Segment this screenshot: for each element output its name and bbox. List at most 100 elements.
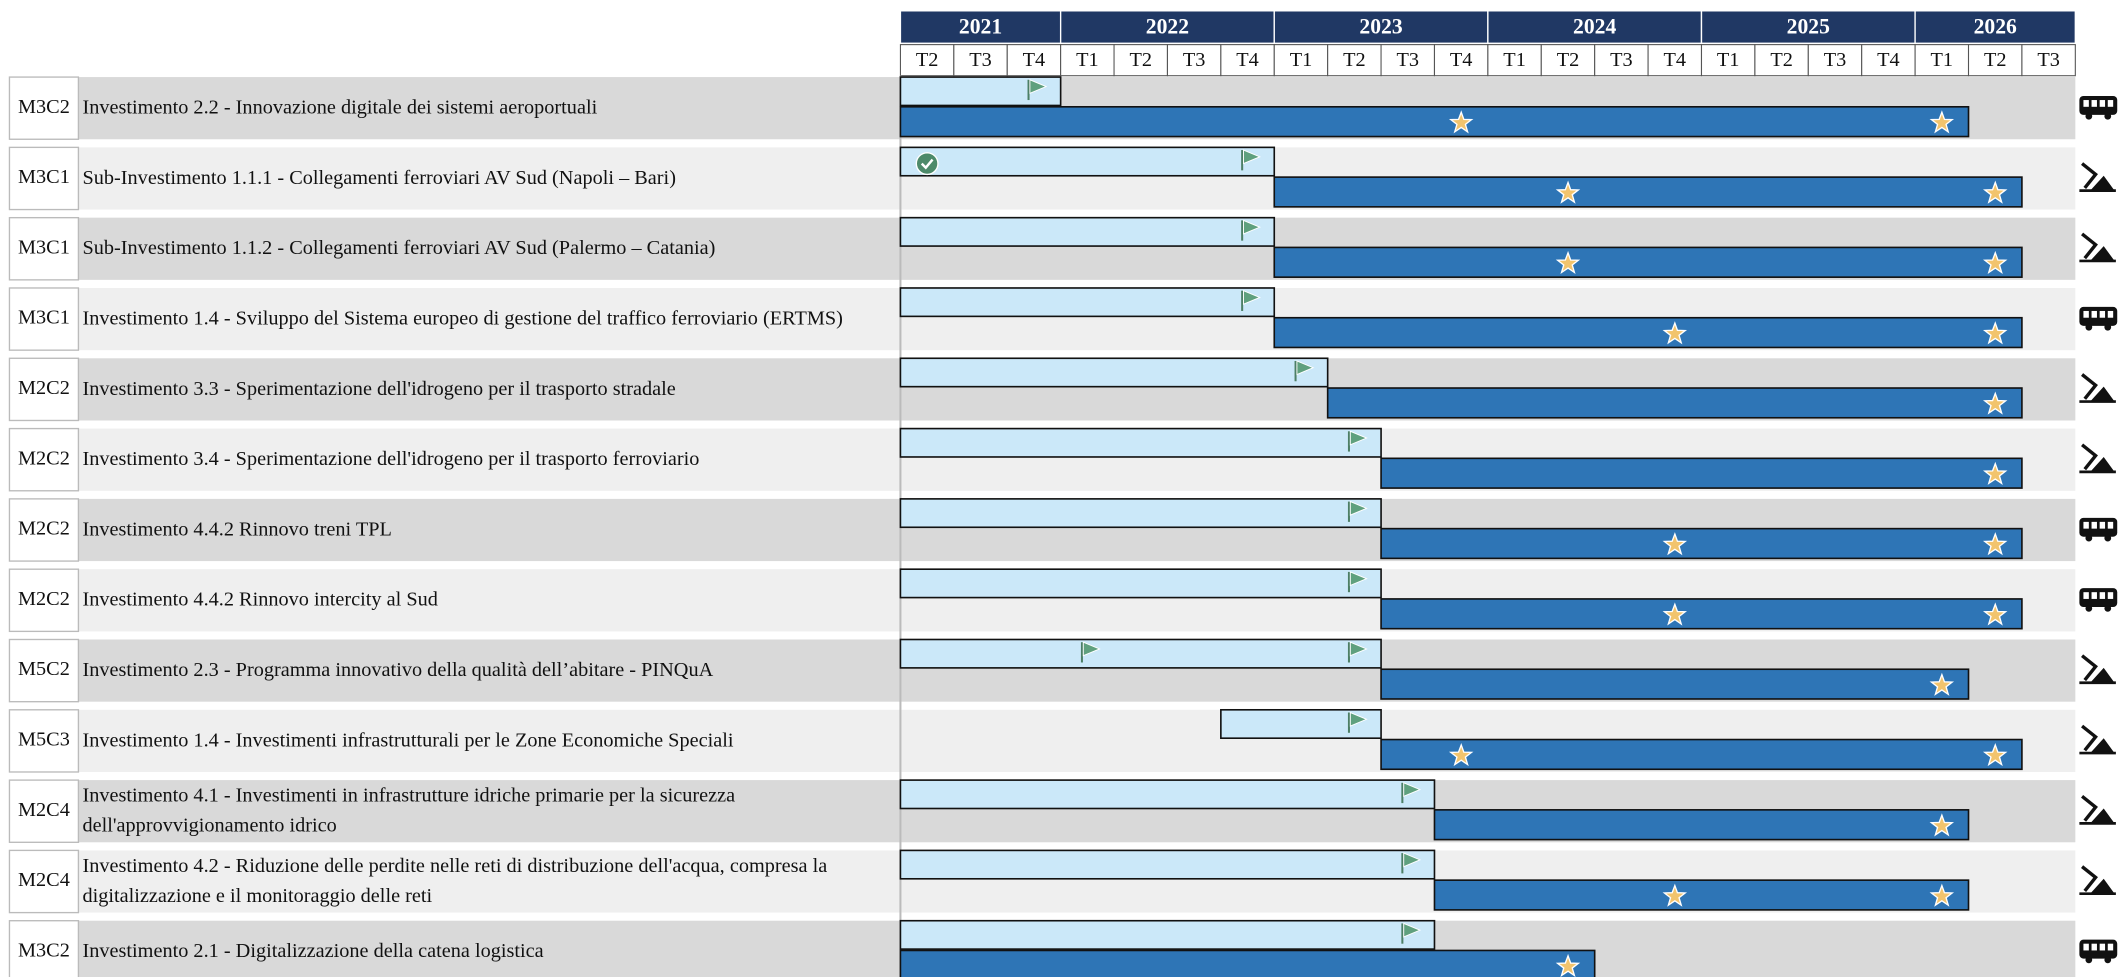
year-header (1700, 10, 1916, 44)
bus-wheel (2085, 323, 2093, 331)
year-header (1487, 10, 1703, 44)
quarter-label: T3 (1397, 49, 1420, 71)
code-box (8, 498, 80, 562)
bus-window (2099, 521, 2106, 529)
year-label: 2022 (1146, 14, 1189, 38)
bus-wheel (2104, 956, 2112, 964)
quarter-header (953, 44, 1008, 77)
exec-bar (1380, 738, 2023, 771)
quarter-header (1273, 44, 1329, 77)
code-box (8, 287, 80, 351)
works-icon (2079, 865, 2116, 896)
year-header (1914, 10, 2076, 44)
milestone-star (1555, 180, 1581, 204)
quarter-label: T4 (1877, 49, 1900, 71)
quarter-label: T4 (1450, 49, 1473, 71)
row-label: Investimento 2.3 - Programma innovativo … (82, 659, 714, 682)
milestone-star (1662, 883, 1688, 907)
row-label: Investimento 2.1 - Digitalizzazione dell… (82, 940, 544, 963)
quarter-label: T2 (1343, 49, 1366, 71)
milestone-flag (1347, 641, 1368, 663)
code-box (8, 146, 80, 211)
bus-wheel (2104, 605, 2112, 612)
bus-icon (2079, 588, 2118, 612)
bus-window (2107, 310, 2114, 318)
exec-bar (899, 105, 1970, 138)
milestone-flag (1241, 289, 1261, 311)
milestone-flag (1241, 149, 1261, 171)
bus-window (2107, 943, 2114, 951)
quarter-header (1967, 44, 2023, 77)
bus-window (2083, 100, 2089, 107)
plan-bar (1220, 708, 1382, 740)
row-label: Investimento 4.2 - Riduzione delle perdi… (82, 855, 828, 908)
year-header (1273, 10, 1489, 44)
works-pile (2090, 175, 2115, 191)
works-pile (2090, 738, 2115, 754)
milestone-flag (1401, 782, 1422, 804)
row-label: Investimento 4.1 - Investimenti in infra… (82, 785, 736, 837)
bus-window (2083, 592, 2089, 599)
quarter-header (1754, 44, 1809, 77)
milestone-flag (1347, 430, 1368, 452)
bus-wheel (2085, 956, 2093, 964)
quarter-label: T3 (969, 49, 992, 71)
milestone-star (1555, 250, 1581, 275)
quarter-label: T2 (1770, 49, 1793, 71)
works-arm (2081, 654, 2098, 682)
flag-cloth (1296, 360, 1315, 376)
milestone-star (1929, 813, 1955, 837)
plan-bar (899, 849, 1436, 880)
check-tick (920, 158, 934, 170)
flag-cloth (1243, 149, 1261, 165)
works-pile (2090, 246, 2115, 261)
milestone-flag (1027, 79, 1048, 101)
milestone-flag (1080, 641, 1101, 663)
code-box (8, 638, 80, 703)
quarter-label: T1 (1503, 49, 1526, 71)
row-label: Investimento 3.3 - Sperimentazione dell'… (82, 378, 676, 401)
bus-icon (2079, 517, 2118, 542)
plan-bar (899, 638, 1382, 669)
year-label: 2024 (1573, 14, 1616, 38)
works-icon (2079, 724, 2116, 755)
row-label: Investimento 3.4 - Sperimentazione dell'… (82, 448, 700, 471)
quarter-header (1060, 44, 1115, 77)
milestone-star (1982, 532, 2008, 556)
quarter-label: T3 (1183, 49, 1206, 71)
flag-cloth (1349, 571, 1368, 587)
bus-window (2083, 943, 2089, 951)
flag-cloth (1403, 782, 1422, 798)
row-label: Investimento 4.4.2 Rinnovo treni TPL (82, 519, 392, 541)
exec-bar (1433, 809, 1970, 841)
flag-cloth (1349, 500, 1368, 516)
bus-wheel (2085, 112, 2093, 120)
row-code: M2C4 (18, 799, 70, 821)
quarter-label: T3 (2037, 49, 2060, 71)
quarter-label: T2 (1129, 49, 1152, 71)
plan-bar (899, 146, 1276, 177)
works-pile (2090, 456, 2115, 472)
bus-wheel (2104, 323, 2112, 331)
quarter-header (1113, 44, 1168, 77)
code-box (8, 709, 80, 773)
quarter-header (1807, 44, 1863, 77)
bus-wheel (2085, 534, 2093, 542)
bus-wheel (2104, 112, 2112, 120)
works-arm (2081, 232, 2098, 260)
plan-bar (899, 287, 1276, 318)
flag-cloth (1403, 852, 1422, 868)
bus-window (2091, 943, 2097, 951)
quarter-label: T3 (1610, 49, 1633, 71)
exec-bar (1433, 879, 1970, 911)
milestone-star (1982, 180, 2008, 204)
quarter-header (1220, 44, 1275, 77)
quarter-label: T4 (1664, 49, 1687, 71)
works-arm (2081, 443, 2098, 471)
bus-window (2099, 592, 2106, 599)
bus-window (2099, 943, 2106, 951)
row-label: Investimento 2.2 - Innovazione digitale … (82, 97, 598, 119)
bus-window (2091, 521, 2097, 529)
quarter-header (1327, 44, 1382, 77)
